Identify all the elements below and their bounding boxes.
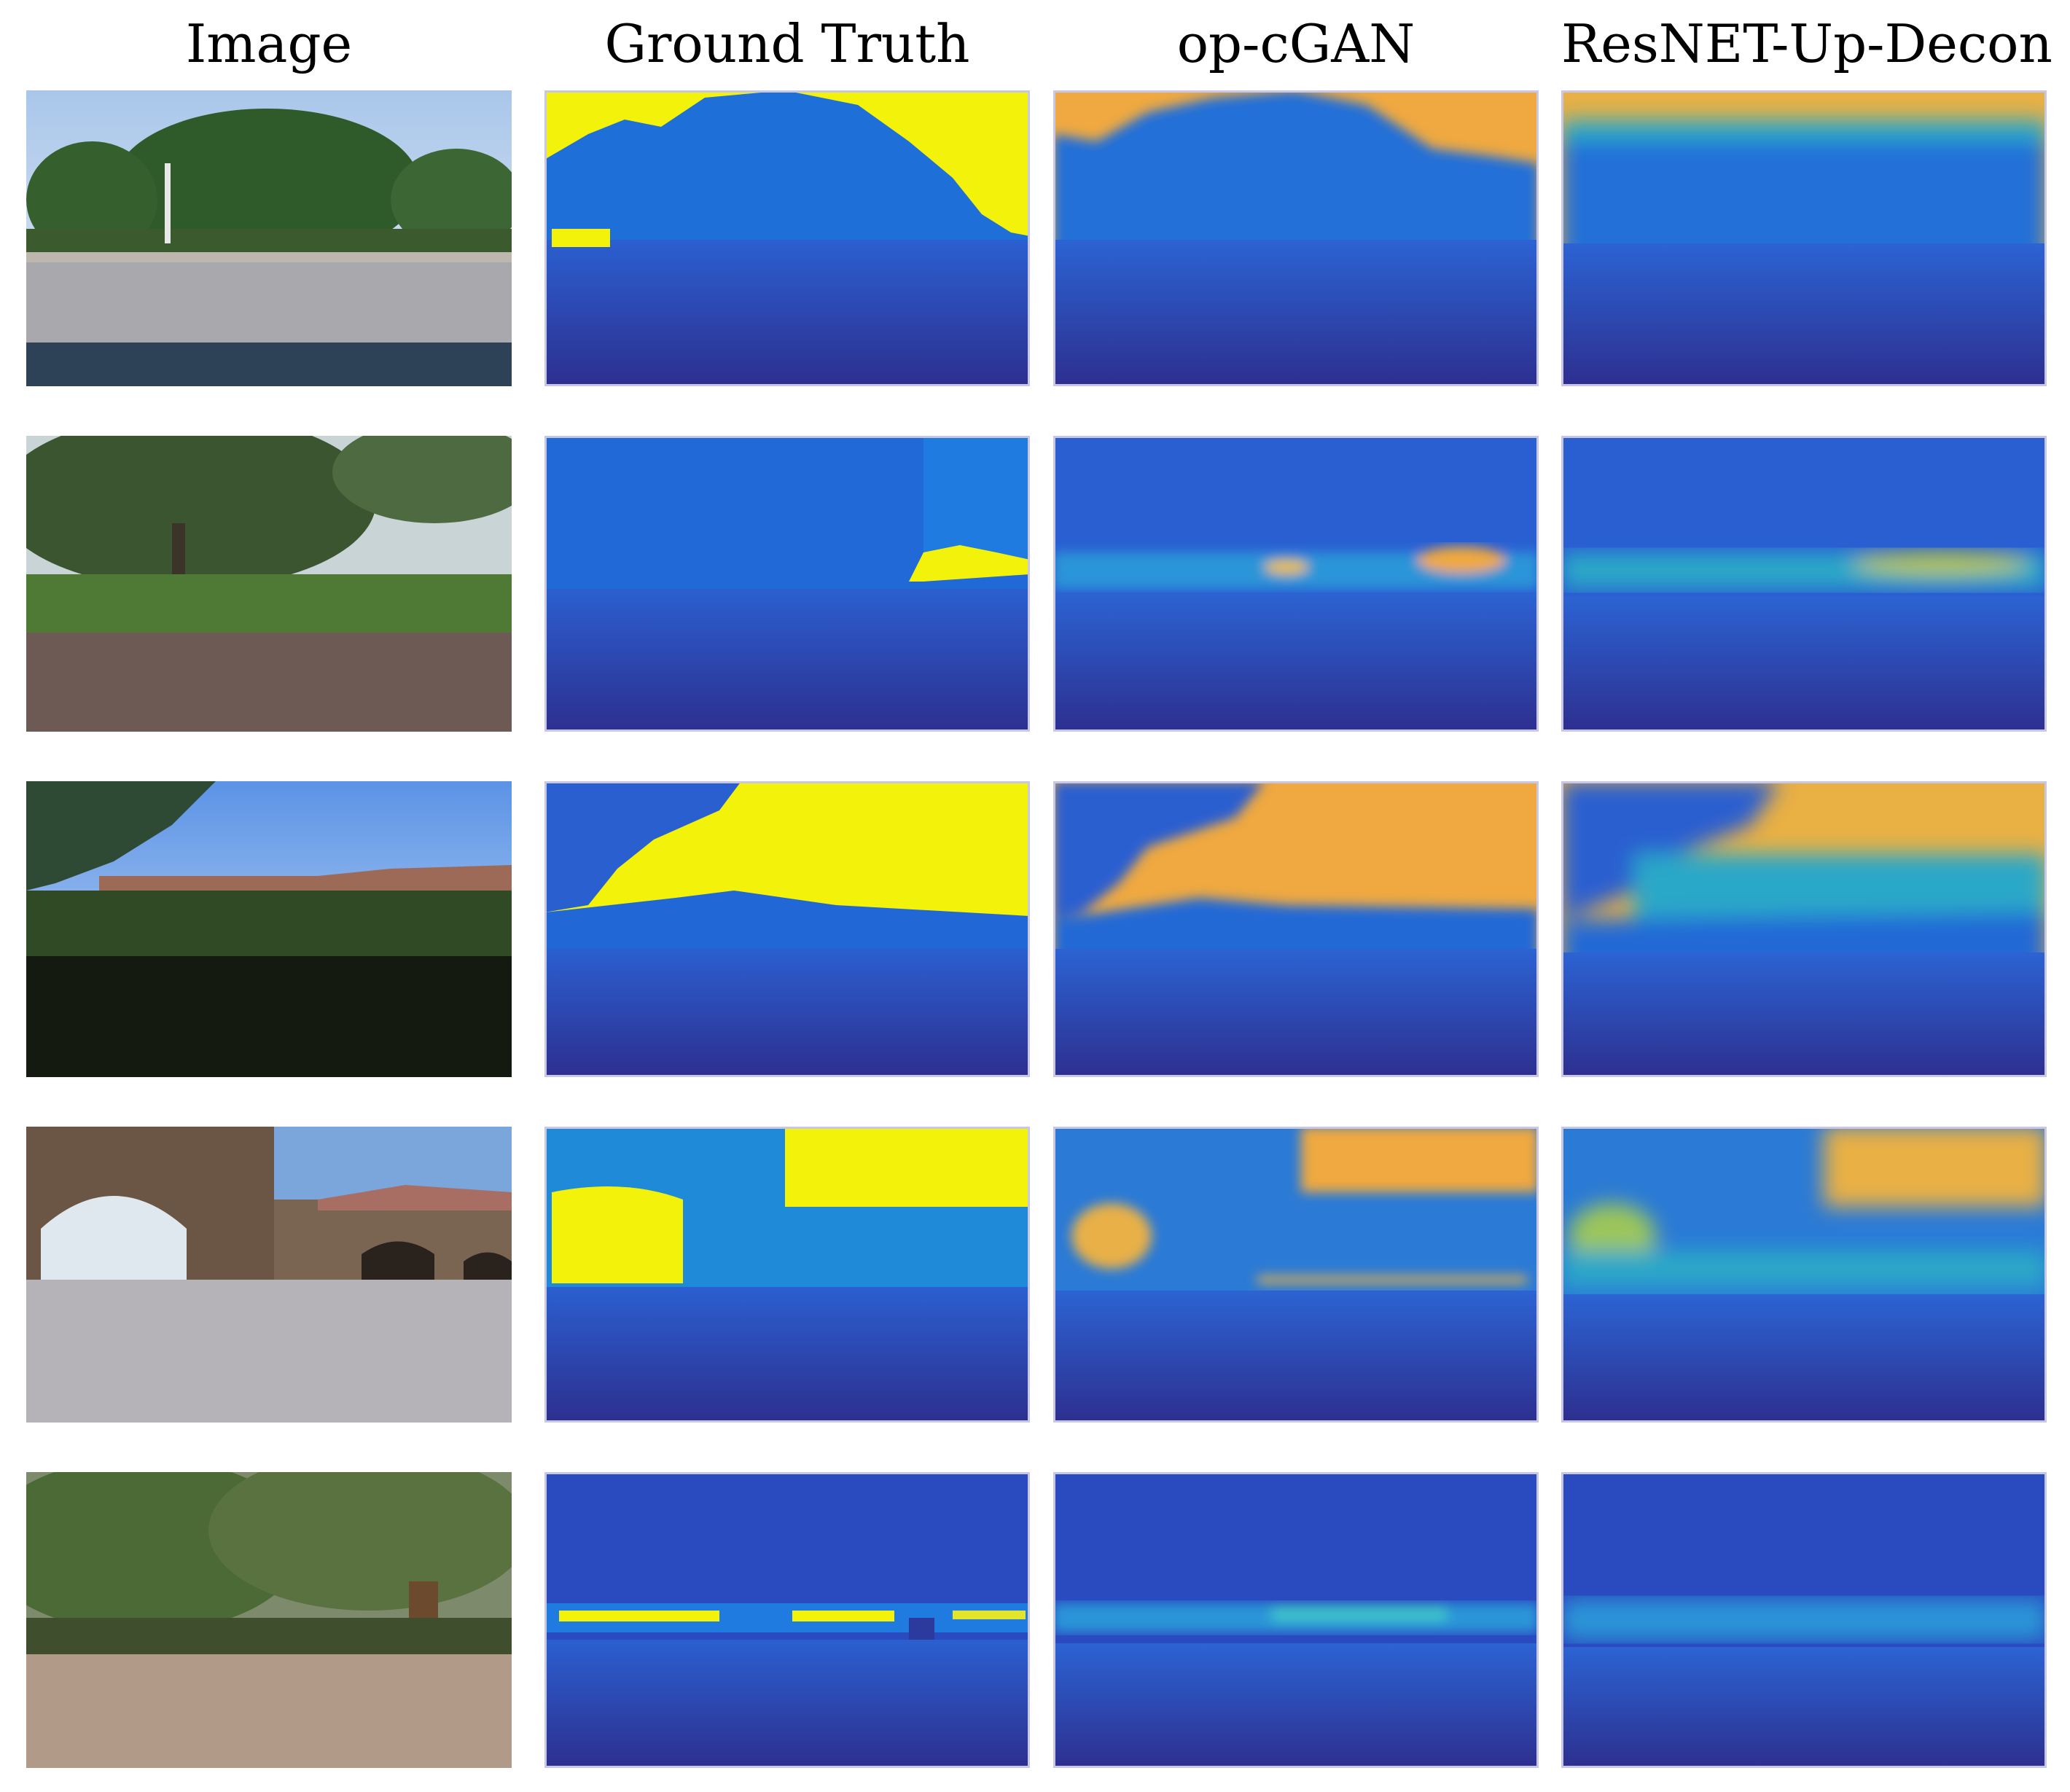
column-header-resnet-up-decon: ResNET-Up-Decon — [1561, 13, 2053, 74]
row2-ground-truth-depth — [544, 436, 1030, 732]
row2-resnet-up-decon-depth — [1561, 436, 2047, 732]
column-header-image: Image — [185, 13, 353, 74]
column-header-ground-truth: Ground Truth — [604, 13, 970, 74]
row4-ground-truth-depth — [544, 1127, 1030, 1423]
row1-op-cgan-depth — [1053, 90, 1539, 386]
row1-ground-truth-depth — [544, 90, 1030, 386]
row3-resnet-up-decon-depth — [1561, 781, 2047, 1077]
row5-op-cgan-depth — [1053, 1472, 1539, 1768]
row5-input-photo — [26, 1472, 512, 1768]
row2-input-photo — [26, 436, 512, 732]
row1-resnet-up-decon-depth — [1561, 90, 2047, 386]
row1-input-photo — [26, 90, 512, 386]
row2-op-cgan-depth — [1053, 436, 1539, 732]
row4-input-photo — [26, 1127, 512, 1423]
row3-op-cgan-depth — [1053, 781, 1539, 1077]
row5-ground-truth-depth — [544, 1472, 1030, 1768]
row4-resnet-up-decon-depth — [1561, 1127, 2047, 1423]
row5-resnet-up-decon-depth — [1561, 1472, 2047, 1768]
row3-ground-truth-depth — [544, 781, 1030, 1077]
row3-input-photo — [26, 781, 512, 1077]
column-header-op-cgan: op-cGAN — [1176, 13, 1415, 74]
row4-op-cgan-depth — [1053, 1127, 1539, 1423]
